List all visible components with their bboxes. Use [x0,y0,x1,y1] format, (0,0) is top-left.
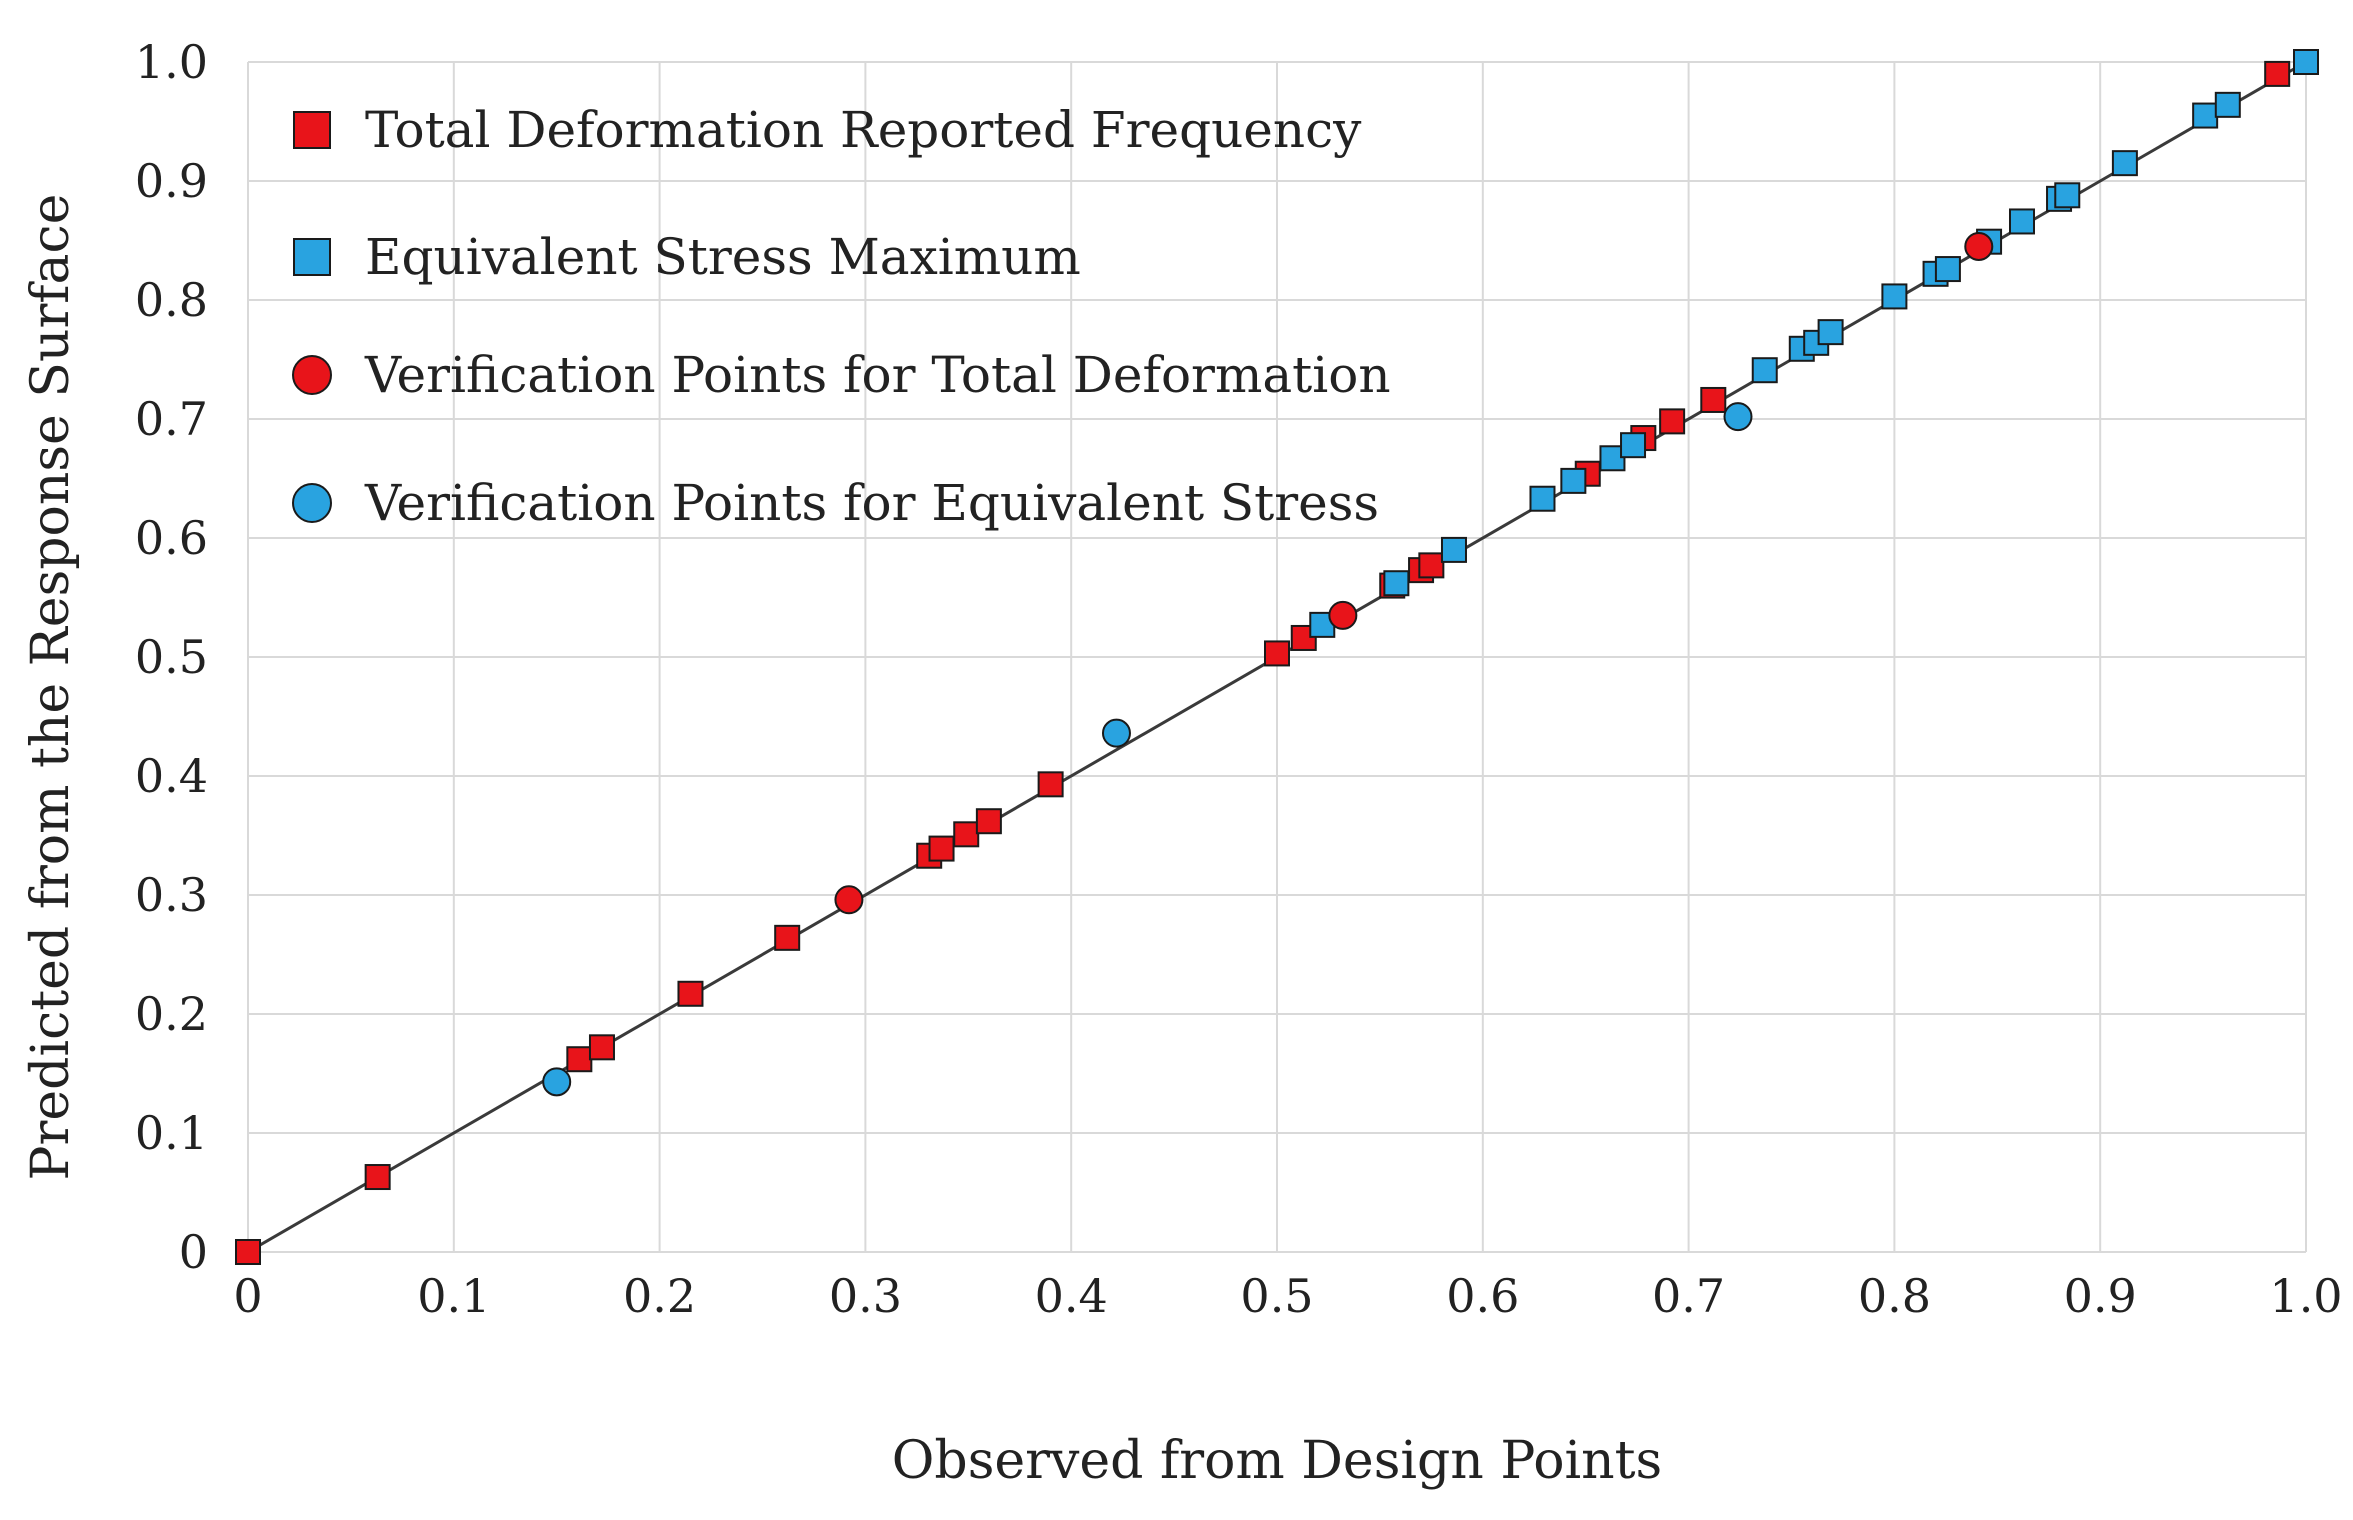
legend-circle-icon [292,483,332,523]
legend-label: Verification Points for Total Deformatio… [364,346,1391,404]
square-marker [1440,536,1467,563]
circle-marker [542,1067,572,1097]
legend: Total Deformation Reported Frequency Equi… [292,101,1391,532]
square-marker [235,1239,261,1265]
y-tick-label: 0.9 [135,154,208,208]
square-marker [975,808,1002,835]
y-tick-label: 0.4 [135,749,208,803]
y-tick-label: 0.6 [135,511,208,565]
y-tick-label: 0 [179,1225,208,1279]
square-marker [1934,256,1961,283]
square-marker [1560,467,1587,494]
square-marker [1418,552,1445,579]
legend-label: Verification Points for Equivalent Stres… [364,474,1379,532]
square-marker [2214,91,2241,118]
x-tick-label: 0.6 [1446,1269,1519,1323]
x-tick-label: 0.3 [829,1269,902,1323]
legend-label: Total Deformation Reported Frequency [365,101,1362,159]
square-marker [1817,319,1844,346]
y-axis-ticks: 0 0.1 0.2 0.3 0.4 0.5 0.6 0.7 0.8 0.9 1.0 [135,35,208,1279]
y-axis-label: Predicted from the Response Surface [21,194,81,1181]
x-tick-label: 0.1 [417,1269,490,1323]
square-marker [588,1034,615,1061]
circle-marker [1328,600,1358,630]
grid [247,61,2307,1253]
y-tick-label: 0.5 [135,630,208,684]
square-marker [2192,102,2219,129]
square-marker [1620,432,1647,459]
x-axis-ticks: 0 0.1 0.2 0.3 0.4 0.5 0.6 0.7 0.8 0.9 1.0 [233,1269,2342,1323]
x-tick-label: 0.5 [1240,1269,1313,1323]
square-marker [928,835,955,862]
series-2 [834,231,1994,915]
circle-marker [1964,231,1994,261]
series-1 [1309,49,2319,638]
square-marker [2293,49,2319,75]
series-0 [235,60,2291,1265]
square-marker [566,1046,593,1073]
data-markers [235,49,2319,1265]
square-marker [1751,357,1778,384]
square-marker [1383,570,1410,597]
square-marker [1659,408,1686,435]
legend-square-icon [293,238,331,276]
x-tick-label: 0.9 [2064,1269,2137,1323]
square-marker [1529,485,1556,512]
square-marker [1264,640,1290,667]
x-axis-label: Observed from Design Points [892,1431,1662,1491]
x-tick-label: 0.7 [1652,1269,1725,1323]
x-tick-label: 0.8 [1858,1269,1931,1323]
x-tick-label: 0 [233,1269,262,1323]
legend-circle-icon [292,355,332,395]
x-tick-label: 1.0 [2269,1269,2342,1323]
square-marker [774,924,801,951]
circle-marker [1101,718,1131,748]
circle-marker [1723,402,1753,432]
series-3 [542,402,1753,1097]
square-marker [1700,386,1727,413]
square-marker [364,1164,391,1191]
y-tick-label: 0.7 [135,392,208,446]
y-tick-label: 0.2 [135,987,208,1041]
circle-marker [834,885,864,915]
square-marker [2054,182,2081,209]
y-tick-label: 0.1 [135,1106,208,1160]
square-marker [2008,208,2035,235]
square-marker [1037,771,1064,798]
square-marker [2264,60,2291,87]
x-tick-label: 0.4 [1035,1269,1108,1323]
y-tick-label: 0.3 [135,868,208,922]
square-marker [953,821,980,848]
square-marker [1881,283,1908,310]
y-tick-label: 1.0 [135,35,208,89]
x-tick-label: 0.2 [623,1269,696,1323]
y-tick-label: 0.8 [135,273,208,327]
square-marker [2111,150,2138,177]
legend-square-icon [293,111,331,149]
legend-label: Equivalent Stress Maximum [365,228,1081,286]
square-marker [677,980,704,1007]
